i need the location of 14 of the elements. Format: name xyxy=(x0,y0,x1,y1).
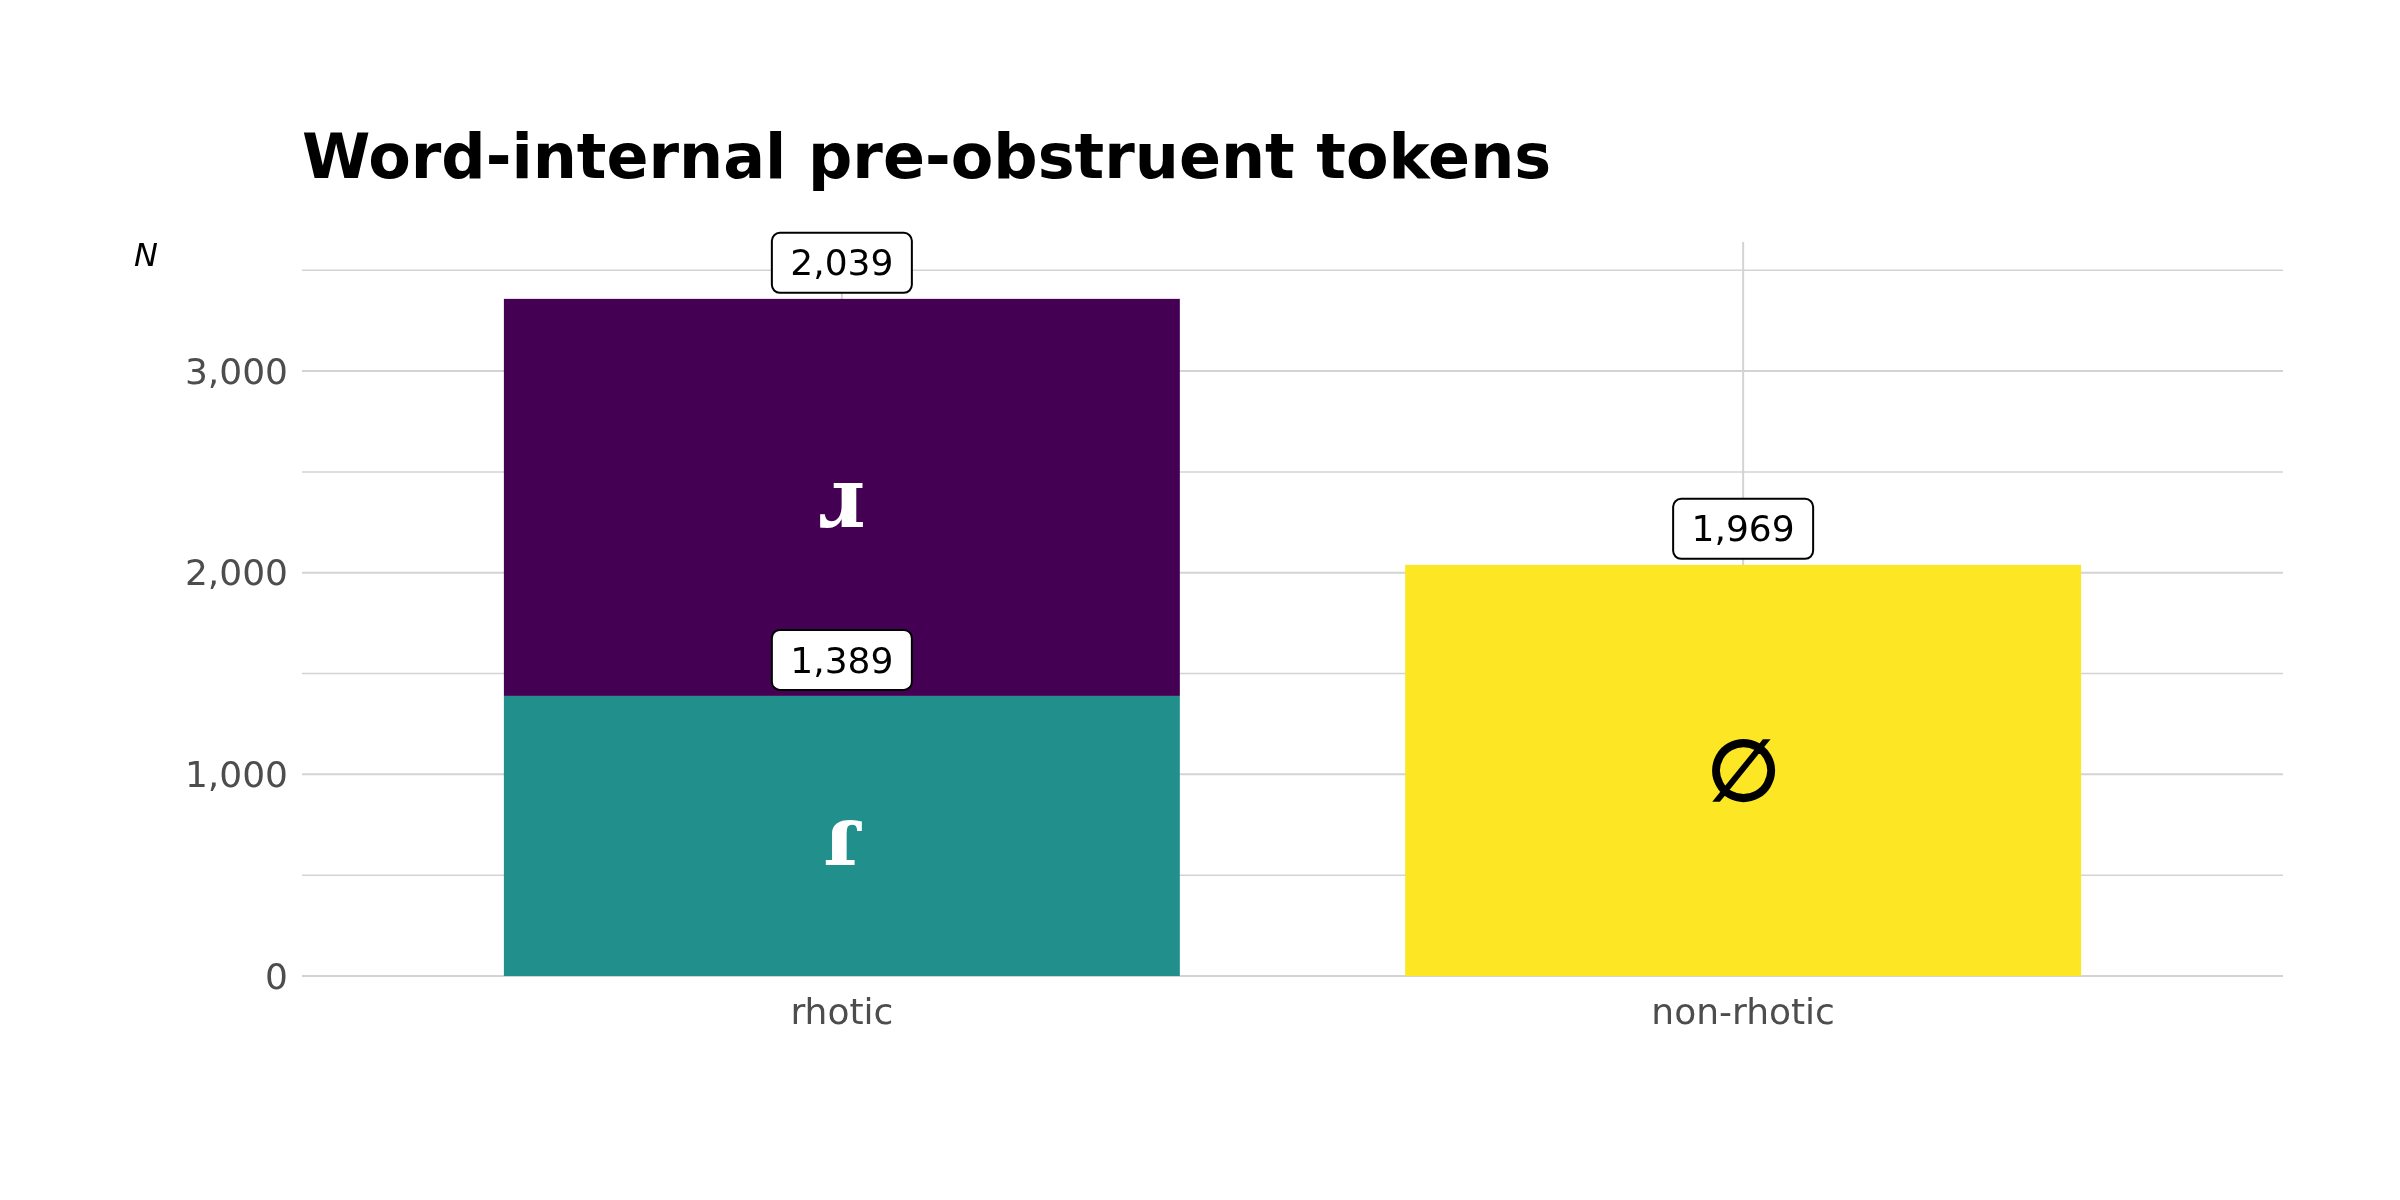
annotation: 2,039 xyxy=(790,242,894,284)
y-tick-label: 1,000 xyxy=(184,753,288,795)
y-axis-title: N xyxy=(134,236,159,274)
annotation: 1,389 xyxy=(790,639,894,681)
series-label: ɾ xyxy=(822,786,862,886)
x-tick-label: non-rhotic xyxy=(1651,991,1835,1032)
chart-title: Word-internal pre-obstruent tokens xyxy=(302,120,1552,193)
series-label: ɹ xyxy=(817,447,866,547)
y-tick-label: 2,000 xyxy=(184,552,288,594)
y-tick-label: 3,000 xyxy=(184,350,288,392)
y-tick-label: 0 xyxy=(265,955,288,997)
series-label: ∅ xyxy=(1706,720,1780,820)
annotation: 1,969 xyxy=(1691,508,1795,550)
x-tick-label: rhotic xyxy=(790,991,894,1032)
